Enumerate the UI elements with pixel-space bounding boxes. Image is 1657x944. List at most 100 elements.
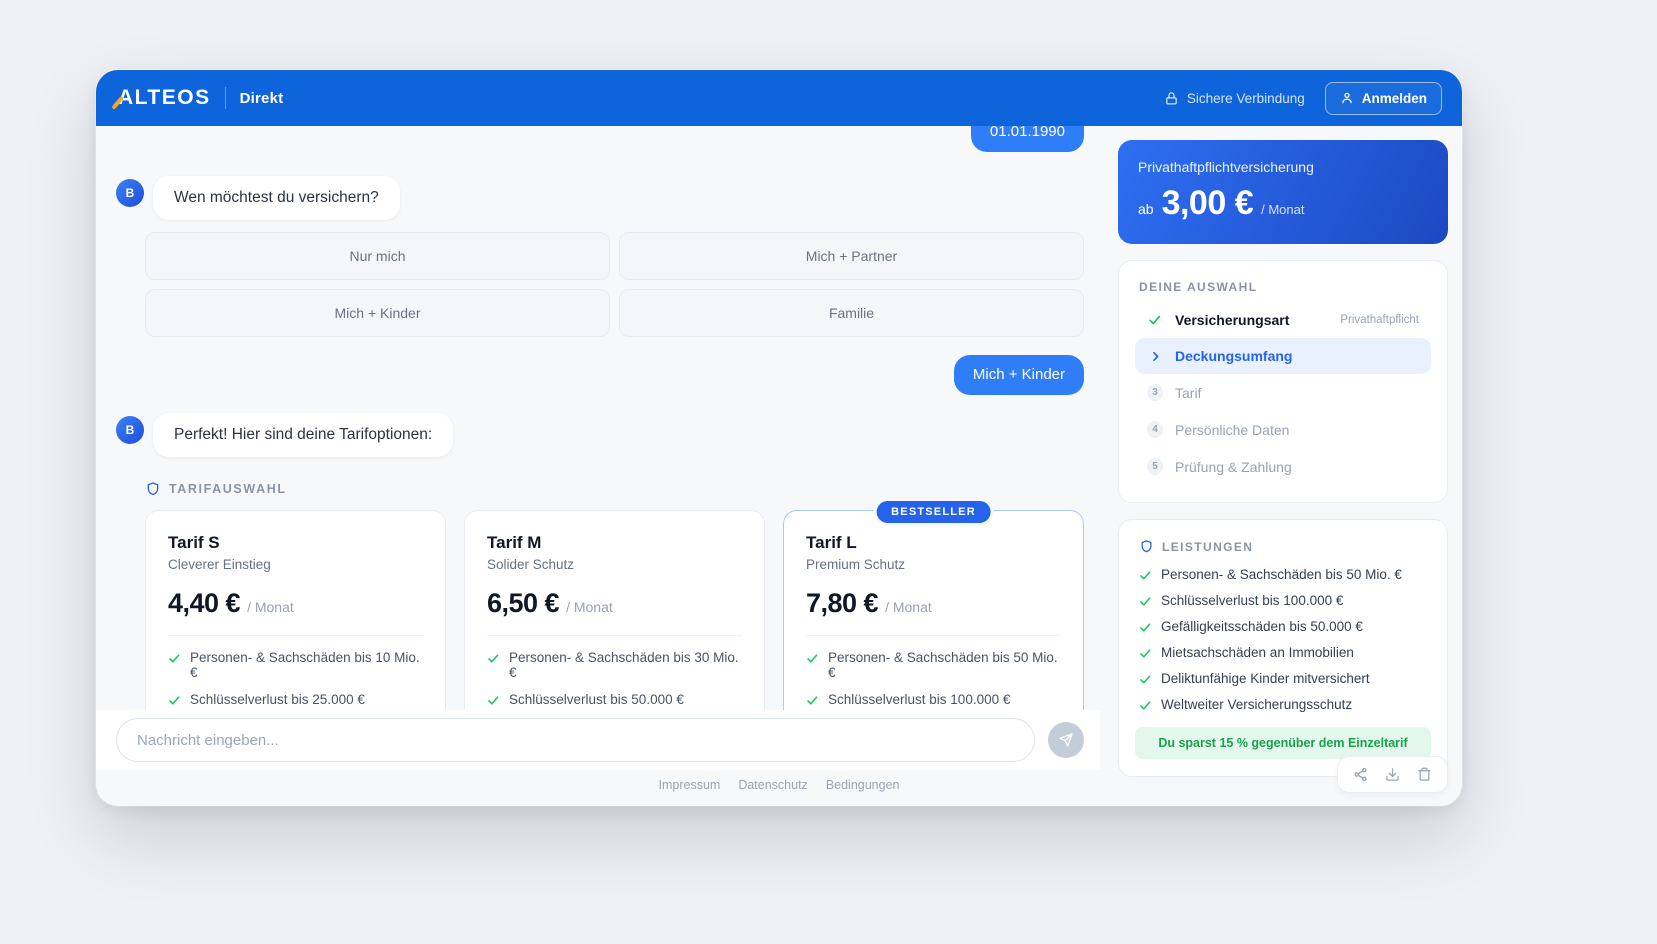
quick-reply-options: Nur mich Mich + Partner Mich + Kinder Fa… (145, 232, 1084, 337)
step-versicherungsart[interactable]: Versicherungsart Privathaftpflicht (1135, 302, 1431, 338)
tariff-period: / Monat (885, 599, 932, 615)
option-familie[interactable]: Familie (619, 289, 1084, 337)
selection-card-title: DEINE AUSWAHL (1139, 280, 1258, 294)
share-icon[interactable] (1353, 767, 1368, 782)
message-input[interactable] (116, 718, 1035, 762)
check-icon (1140, 623, 1151, 632)
benefit-item: Personen- & Sachschäden bis 50 Mio. € (1135, 567, 1431, 582)
tariff-cards: Tarif S Cleverer Einstieg 4,40 € / Monat… (145, 498, 1084, 710)
tariff-feature: Schlüsselverlust bis 25.000 € (168, 692, 423, 707)
tariff-feature: Personen- & Sachschäden bis 10 Mio. € (168, 650, 423, 680)
tariff-card-s[interactable]: Tarif S Cleverer Einstieg 4,40 € / Monat… (145, 510, 446, 710)
chat-column: 01.01.1990 B Wen möchtest du versichern?… (96, 126, 1100, 770)
summary-sidebar: Privathaftpflichtversicherung ab 3,00 € … (1118, 140, 1448, 777)
benefits-card-title: LEISTUNGEN (1162, 539, 1254, 554)
bot-avatar: B (116, 179, 144, 207)
step-persoenliche-daten[interactable]: 4 Persönliche Daten (1135, 411, 1431, 448)
step-pruefung-zahlung[interactable]: 5 Prüfung & Zahlung (1135, 448, 1431, 485)
divider (806, 635, 1061, 636)
check-icon (488, 696, 499, 705)
login-button[interactable]: Anmelden (1324, 81, 1442, 115)
header-divider (224, 87, 226, 109)
tariff-price: 4,40 € (168, 588, 241, 618)
user-icon (1340, 91, 1354, 105)
step-deckungsumfang[interactable]: Deckungsumfang (1135, 338, 1431, 374)
tariff-feature: Personen- & Sachschäden bis 50 Mio. € (806, 650, 1061, 680)
top-header: ALTEOS Direkt Sichere Verbindung Anmelde… (96, 70, 1462, 126)
bot-avatar: B (116, 416, 144, 444)
login-button-label: Anmelden (1361, 90, 1427, 106)
benefit-item: Gefälligkeitsschäden bis 50.000 € (1135, 619, 1431, 634)
user-message-selection: Mich + Kinder (953, 355, 1084, 395)
tariff-card-m[interactable]: Tarif M Solider Schutz 6,50 € / Monat Pe… (464, 510, 765, 710)
check-icon (807, 654, 818, 663)
tariff-section-label: TARIFAUSWAHL (169, 482, 287, 496)
price-value: 3,00 € (1161, 184, 1254, 222)
step-number: 3 (1147, 384, 1163, 401)
lock-icon (1164, 91, 1179, 106)
benefits-card: LEISTUNGEN Personen- & Sachschäden bis 5… (1118, 519, 1448, 777)
product-name: Direkt (239, 89, 284, 107)
tariff-subtitle: Cleverer Einstieg (168, 557, 271, 572)
tariff-feature: Personen- & Sachschäden bis 30 Mio. € (487, 650, 742, 680)
check-icon (1140, 649, 1151, 658)
chat-messages[interactable]: 01.01.1990 B Wen möchtest du versichern?… (96, 126, 1100, 710)
check-icon (1140, 701, 1151, 710)
chevron-right-icon (1147, 350, 1163, 363)
tariff-name: Tarif M (487, 533, 542, 552)
step-label: Tarif (1175, 384, 1202, 401)
check-icon (807, 696, 818, 705)
tariff-feature: Schlüsselverlust bis 50.000 € (487, 692, 742, 707)
price-prefix: ab (1138, 201, 1154, 217)
option-mich-kinder[interactable]: Mich + Kinder (145, 289, 610, 337)
trash-icon[interactable] (1417, 767, 1432, 782)
divider (168, 635, 423, 636)
step-number: 4 (1147, 421, 1163, 438)
option-mich-partner[interactable]: Mich + Partner (619, 232, 1084, 280)
step-label: Prüfung & Zahlung (1175, 458, 1292, 475)
tariff-feature: Schlüsselverlust bis 100.000 € (806, 692, 1061, 707)
check-icon (169, 654, 180, 663)
check-icon (1140, 597, 1151, 606)
tariff-price: 6,50 € (487, 588, 560, 618)
tariff-period: / Monat (247, 599, 294, 615)
tariff-card-l[interactable]: BESTSELLER Tarif L Premium Schutz 7,80 €… (783, 498, 1084, 710)
benefit-item: Weltweiter Versicherungsschutz (1135, 697, 1431, 712)
tariff-price: 7,80 € (806, 588, 879, 618)
bot-message-followup: Perfekt! Hier sind deine Tarifoptionen: (153, 413, 454, 457)
step-number: 5 (1147, 458, 1163, 475)
step-tarif[interactable]: 3 Tarif (1135, 374, 1431, 411)
step-label: Deckungsumfang (1175, 348, 1293, 364)
footer-links: Impressum Datenschutz Bedingungen (96, 770, 1462, 806)
check-icon (1147, 313, 1163, 327)
secure-connection-indicator: Sichere Verbindung (1164, 91, 1305, 106)
message-input-bar (96, 710, 1100, 770)
option-nur-mich[interactable]: Nur mich (145, 232, 610, 280)
tariff-section-header: TARIFAUSWAHL (145, 481, 1084, 497)
bestseller-badge: BESTSELLER (873, 498, 994, 526)
price-period: / Monat (1261, 202, 1305, 217)
check-icon (1140, 571, 1151, 580)
app-window: ALTEOS Direkt Sichere Verbindung Anmelde… (96, 70, 1462, 806)
step-value: Privathaftpflicht (1340, 314, 1419, 326)
user-message-birthdate: 01.01.1990 (970, 126, 1084, 152)
insurance-type-title: Privathaftpflichtversicherung (1138, 159, 1314, 175)
download-icon[interactable] (1385, 767, 1400, 782)
tariff-subtitle: Solider Schutz (487, 557, 575, 572)
tariff-period: / Monat (566, 599, 613, 615)
price-summary-card: Privathaftpflichtversicherung ab 3,00 € … (1118, 140, 1448, 244)
send-button[interactable] (1048, 722, 1084, 758)
footer-link-datenschutz[interactable]: Datenschutz (738, 778, 808, 792)
footer-link-bedingungen[interactable]: Bedingungen (825, 778, 900, 792)
alteos-logo: ALTEOS (111, 86, 211, 110)
tariff-name: Tarif S (168, 533, 220, 552)
benefit-item: Mietsachschäden an Immobilien (1135, 645, 1431, 660)
secure-connection-label: Sichere Verbindung (1186, 90, 1305, 106)
check-icon (1140, 675, 1151, 684)
benefit-item: Schlüsselverlust bis 100.000 € (1135, 593, 1431, 608)
footer-link-impressum[interactable]: Impressum (658, 778, 721, 792)
check-icon (488, 654, 499, 663)
savings-banner: Du sparst 15 % gegenüber dem Einzeltarif (1135, 727, 1431, 759)
alteos-logo-text: ALTEOS (118, 86, 211, 109)
check-icon (169, 696, 180, 705)
